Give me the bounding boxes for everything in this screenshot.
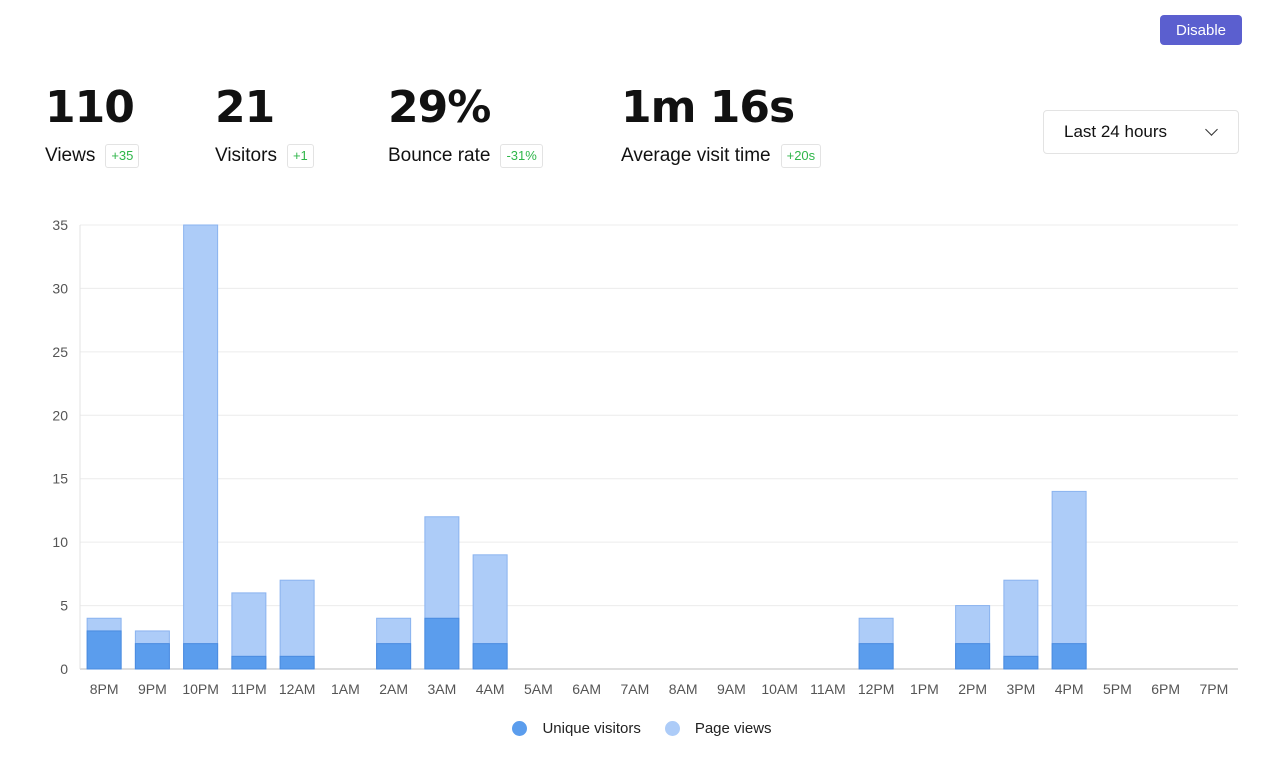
metric-value: 29% xyxy=(388,82,491,133)
bar-unique-visitors xyxy=(1051,643,1087,670)
x-tick-label: 3PM xyxy=(1006,681,1035,697)
metric-change-badge: +35 xyxy=(105,144,140,168)
date-range-value: Last 24 hours xyxy=(1064,122,1168,141)
metric-change-badge: -31% xyxy=(500,144,543,168)
bar-unique-visitors xyxy=(376,643,412,670)
chevron-down-icon xyxy=(1205,123,1218,136)
bar-unique-visitors xyxy=(1003,655,1039,670)
legend-label-page-views: Page views xyxy=(694,720,772,737)
x-tick-label: 12PM xyxy=(858,681,895,697)
x-tick-label: 2PM xyxy=(958,681,987,697)
bar-unique-visitors xyxy=(231,655,267,670)
metric-label: Bounce rate xyxy=(388,145,491,166)
pageviews-chart: 0 5 10 15 20 25 30 35 8PM 9PM 10PM 11PM 12AM 1AM 2AM 3A… xyxy=(52,217,1238,697)
x-tick-label: 11AM xyxy=(810,681,846,697)
metric-visitors: 21 Visitors +1 xyxy=(215,80,314,168)
bar-page-views xyxy=(1051,490,1087,670)
y-tick-label: 20 xyxy=(52,407,68,423)
y-tick-label: 25 xyxy=(52,344,68,360)
bar-unique-visitors xyxy=(424,617,460,670)
x-tick-label: 2AM xyxy=(379,681,408,697)
bar-unique-visitors xyxy=(472,643,508,670)
y-tick-label: 30 xyxy=(52,280,68,296)
y-tick-label: 0 xyxy=(60,661,68,677)
x-tick-label: 12AM xyxy=(279,681,316,697)
x-tick-label: 1AM xyxy=(331,681,360,697)
bar-page-views xyxy=(279,579,315,670)
metric-label: Average visit time xyxy=(621,145,771,166)
x-tick-label: 6AM xyxy=(572,681,601,697)
x-tick-label: 5AM xyxy=(524,681,553,697)
bar-unique-visitors xyxy=(858,643,894,670)
legend-label-unique-visitors: Unique visitors xyxy=(542,720,641,737)
metric-value: 21 xyxy=(215,82,275,133)
x-tick-label: 10AM xyxy=(761,681,798,697)
chart-legend: Unique visitors Page views xyxy=(0,720,1284,737)
x-tick-label: 5PM xyxy=(1103,681,1132,697)
x-tick-label: 3AM xyxy=(427,681,456,697)
x-tick-label: 8AM xyxy=(669,681,698,697)
disable-button[interactable]: Disable xyxy=(1160,15,1242,45)
metric-label: Visitors xyxy=(215,145,277,166)
x-tick-label: 1PM xyxy=(910,681,939,697)
metric-average-visit-time: 1m 16s Average visit time +20s xyxy=(621,80,822,168)
bar-unique-visitors xyxy=(134,643,170,670)
x-tick-label: 8PM xyxy=(90,681,119,697)
metric-bounce-rate: 29% Bounce rate -31% xyxy=(388,80,543,168)
bar-page-views xyxy=(1003,579,1039,670)
x-tick-label: 4AM xyxy=(476,681,505,697)
x-tick-label: 10PM xyxy=(182,681,219,697)
legend-swatch-page-views xyxy=(664,721,680,736)
metric-value: 1m 16s xyxy=(621,82,795,133)
y-tick-label: 15 xyxy=(52,471,68,487)
bar-unique-visitors xyxy=(86,630,122,670)
y-tick-label: 10 xyxy=(52,534,68,550)
bar-unique-visitors xyxy=(279,655,315,670)
metric-views: 110 Views +35 xyxy=(45,80,140,168)
metric-value: 110 xyxy=(45,82,135,133)
date-range-select[interactable]: Last 24 hours xyxy=(1043,110,1239,154)
x-tick-label: 9AM xyxy=(717,681,746,697)
legend-item-unique-visitors[interactable]: Unique visitors xyxy=(512,720,641,737)
x-tick-label: 6PM xyxy=(1151,681,1180,697)
metric-change-badge: +1 xyxy=(286,144,314,168)
x-tick-label: 7AM xyxy=(620,681,649,697)
x-tick-label: 9PM xyxy=(138,681,167,697)
x-tick-label: 11PM xyxy=(231,681,267,697)
bar-unique-visitors xyxy=(183,643,219,670)
legend-swatch-unique-visitors xyxy=(512,721,528,736)
bar-page-views xyxy=(183,224,219,670)
metric-label: Views xyxy=(45,145,96,166)
x-tick-label: 4PM xyxy=(1055,681,1084,697)
metric-change-badge: +20s xyxy=(780,144,822,168)
legend-item-page-views[interactable]: Page views xyxy=(664,720,772,737)
x-tick-label: 7PM xyxy=(1199,681,1228,697)
y-tick-label: 35 xyxy=(52,217,68,233)
bar-unique-visitors xyxy=(955,643,991,670)
y-tick-label: 5 xyxy=(60,598,68,614)
